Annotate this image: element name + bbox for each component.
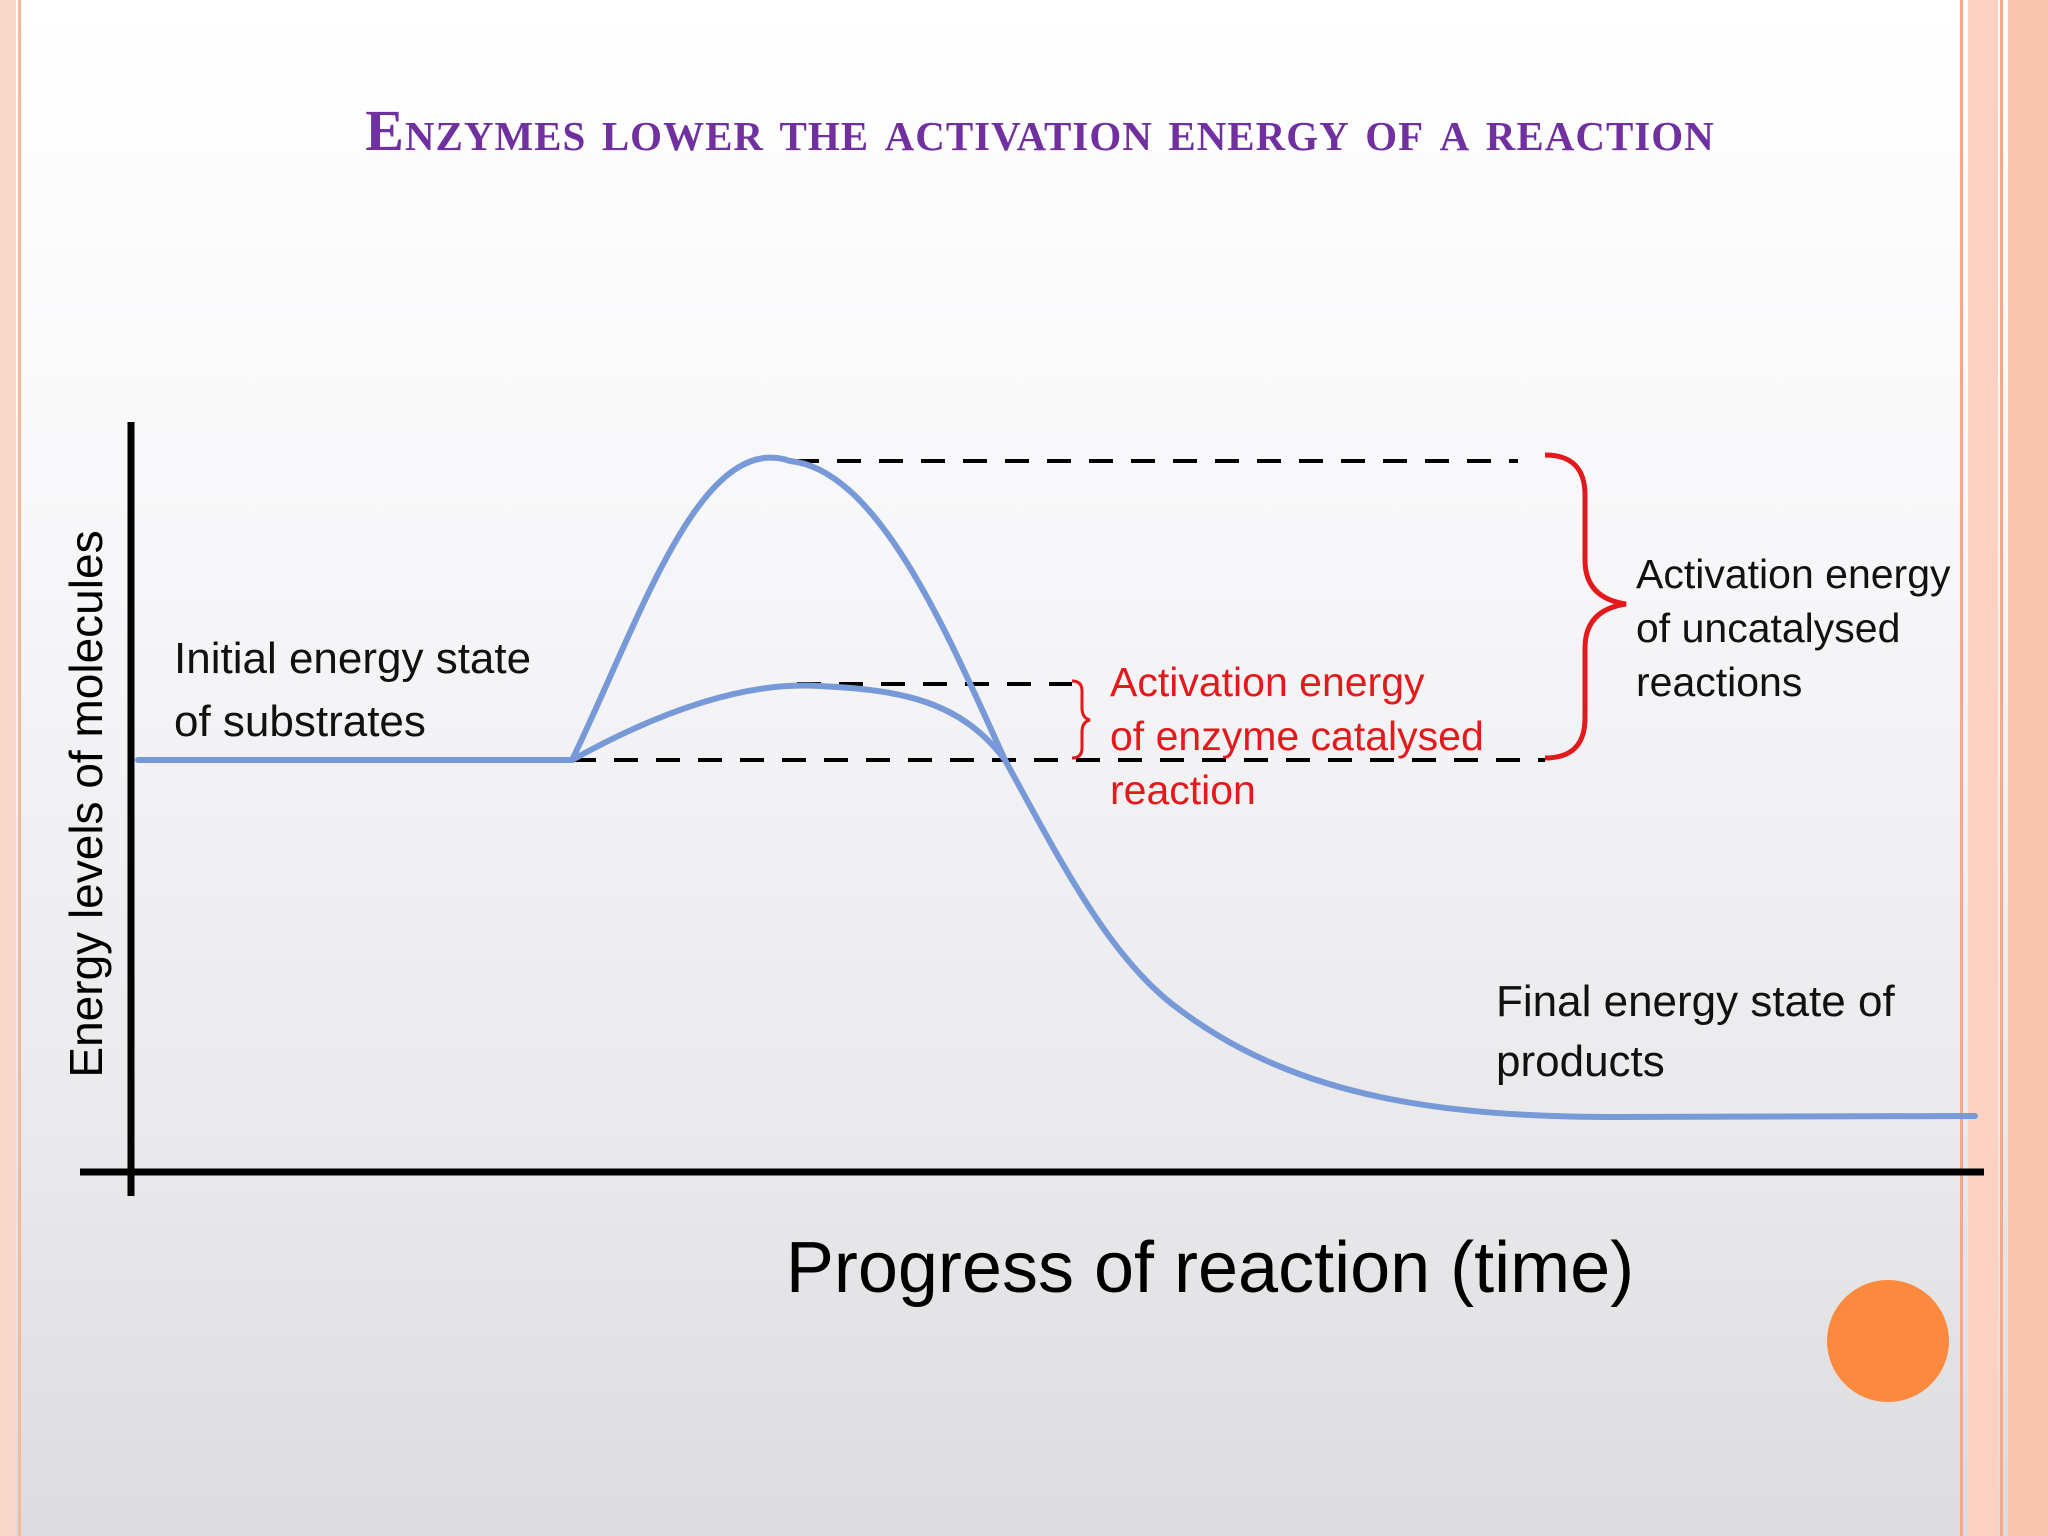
x-axis-label: Progress of reaction (time) [786, 1228, 1634, 1308]
slide-border-right-outer [2008, 0, 2048, 1536]
catalysed-curve [569, 682, 1008, 763]
uncatalysed-label-line-3: reactions [1636, 659, 1802, 705]
catalysed-label-line-1: Activation energy [1110, 659, 1425, 705]
slide-border-left [0, 0, 16, 1536]
uncatalysed-curve [135, 454, 1978, 1121]
slide-border-right-line [1960, 0, 1963, 1536]
slide-border-right-line-2 [2000, 0, 2003, 1536]
y-axis-label: Energy levels of molecules [60, 530, 112, 1077]
final-label-line-2: products [1496, 1037, 1665, 1086]
catalysed-label-line-3: reaction [1110, 767, 1256, 813]
slide-border-left-line [18, 0, 21, 1536]
uncatalysed-label-line-2: of uncatalysed [1636, 605, 1900, 651]
final-state-label: Final energy state of products [1496, 977, 1907, 1086]
catalysed-label-line-2: of enzyme catalysed [1110, 713, 1484, 759]
catalysed-brace [1071, 679, 1091, 760]
final-label-line-1: Final energy state of [1496, 977, 1895, 1026]
initial-label-line-1: Initial energy state [174, 634, 531, 683]
initial-state-label: Initial energy state of substrates [174, 634, 543, 746]
catalysed-label: Activation energy of enzyme catalysed re… [1110, 659, 1495, 813]
slide-title: Enzymes lower the activation energy of a… [365, 98, 1715, 163]
decorative-orange-circle [1827, 1280, 1949, 1402]
slide-border-right [1968, 0, 1998, 1536]
uncatalysed-label: Activation energy of uncatalysed reactio… [1636, 551, 1962, 705]
initial-label-line-2: of substrates [174, 697, 426, 746]
uncatalysed-brace [1544, 452, 1627, 761]
uncatalysed-label-line-1: Activation energy [1636, 551, 1951, 597]
